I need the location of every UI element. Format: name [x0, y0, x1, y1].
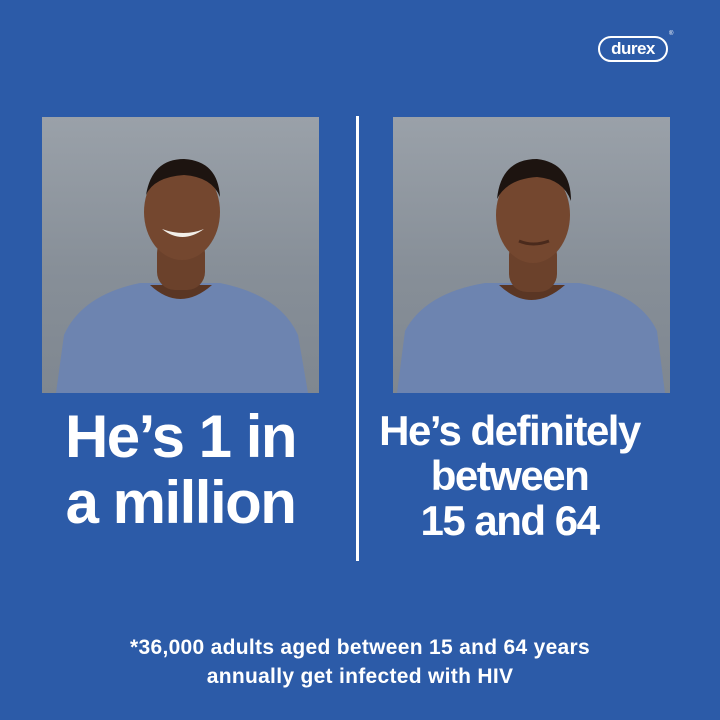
durex-logo: durex — [598, 36, 668, 62]
footnote-line: annually get infected with HIV — [206, 665, 514, 688]
footnote-line: *36,000 adults aged between 15 and 64 ye… — [130, 636, 590, 659]
smiling-man-photo — [42, 117, 319, 393]
registered-mark: ® — [669, 31, 674, 37]
right-headline-line: He’s definitely — [379, 407, 641, 454]
right-headline: He’s definitely between 15 and 64 — [372, 408, 647, 543]
left-headline: He’s 1 in a million — [42, 404, 319, 536]
right-headline-line: between — [430, 452, 590, 499]
left-headline-line: He’s 1 in — [64, 403, 298, 470]
right-headline-line: 15 and 64 — [420, 497, 600, 544]
hiv-statistic-footnote: *36,000 adults aged between 15 and 64 ye… — [0, 633, 720, 691]
left-headline-line: a million — [65, 469, 297, 536]
center-divider — [356, 116, 359, 561]
serious-man-photo — [393, 117, 670, 393]
